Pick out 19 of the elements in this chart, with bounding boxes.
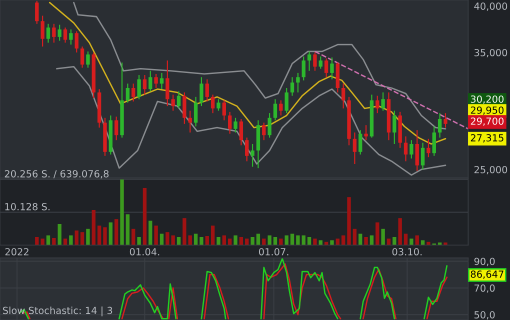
- x-tick-label: 2022: [5, 248, 28, 256]
- annotation: 27,315: [470, 134, 504, 142]
- y-tick-label: 10.128 S.: [5, 203, 50, 210]
- y-tick-label: 20.256 S.: [4, 170, 50, 178]
- y-tick-label: 50,0: [474, 311, 495, 320]
- x-tick-label: 01.04.: [130, 248, 160, 256]
- annotation: / 639.076,8: [53, 170, 109, 178]
- text: 86,647: [470, 270, 504, 279]
- y-tick-label: 70,0: [474, 284, 495, 293]
- y-tick-label: 90,0: [474, 258, 495, 266]
- y-tick-label: 35,000: [474, 48, 508, 58]
- text: Slow Stochastic: 14 | 3: [2, 306, 112, 316]
- x-tick-label: 01.07.: [258, 248, 288, 256]
- text: 29,950: [470, 106, 504, 115]
- y-tick-label: 40,000: [474, 2, 508, 11]
- text: 29,700: [470, 117, 504, 126]
- x-tick-label: 03.10.: [392, 248, 422, 256]
- y-tick-label: 25,000: [474, 166, 508, 174]
- text: 30,200: [470, 95, 504, 104]
